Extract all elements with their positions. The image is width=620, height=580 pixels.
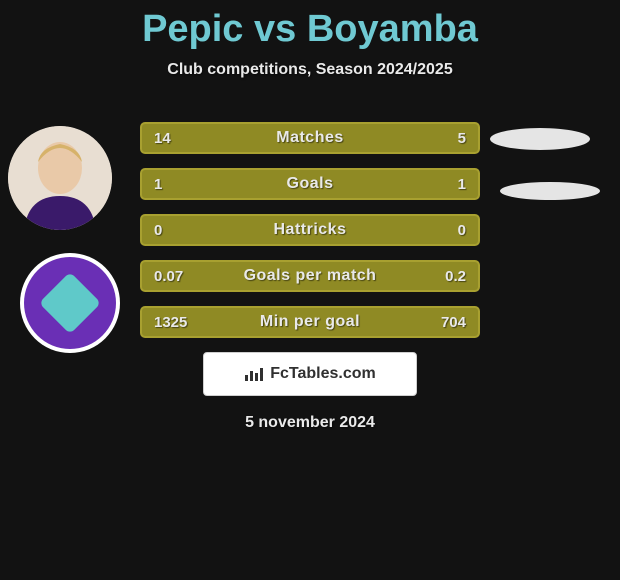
vs-text: vs bbox=[254, 8, 296, 50]
stats-table: 14 Matches 5 1 Goals 1 0 Hattricks 0 0.0… bbox=[140, 122, 480, 352]
player-portrait-icon bbox=[8, 126, 112, 230]
date-text: 5 november 2024 bbox=[0, 414, 620, 432]
page-title: Pepic vs Boyamba bbox=[0, 0, 620, 51]
infographic-container: Pepic vs Boyamba Club competitions, Seas… bbox=[0, 0, 620, 580]
stat-row: 0.07 Goals per match 0.2 bbox=[140, 260, 480, 292]
stat-row: 0 Hattricks 0 bbox=[140, 214, 480, 246]
stat-label: Matches bbox=[142, 129, 478, 147]
player1-name: Pepic bbox=[142, 8, 243, 50]
stat-label: Goals per match bbox=[142, 267, 478, 285]
player2-name: Boyamba bbox=[307, 8, 478, 50]
stat-row: 1 Goals 1 bbox=[140, 168, 480, 200]
club-badge-inner bbox=[24, 257, 116, 349]
stat-row: 14 Matches 5 bbox=[140, 122, 480, 154]
decorative-pill-2 bbox=[500, 182, 600, 200]
subtitle: Club competitions, Season 2024/2025 bbox=[0, 61, 620, 79]
decorative-pill-1 bbox=[490, 128, 590, 150]
club-diamond-icon bbox=[39, 272, 101, 334]
stat-label: Hattricks bbox=[142, 221, 478, 239]
club-badge bbox=[20, 253, 120, 353]
brand-text: FcTables.com bbox=[270, 365, 376, 383]
player-photo bbox=[8, 126, 112, 230]
stat-label: Goals bbox=[142, 175, 478, 193]
brand-wrap: FcTables.com 5 november 2024 bbox=[0, 352, 620, 432]
brand-box: FcTables.com bbox=[203, 352, 417, 396]
stat-label: Min per goal bbox=[142, 313, 478, 331]
bar-chart-icon bbox=[244, 366, 264, 382]
stat-row: 1325 Min per goal 704 bbox=[140, 306, 480, 338]
